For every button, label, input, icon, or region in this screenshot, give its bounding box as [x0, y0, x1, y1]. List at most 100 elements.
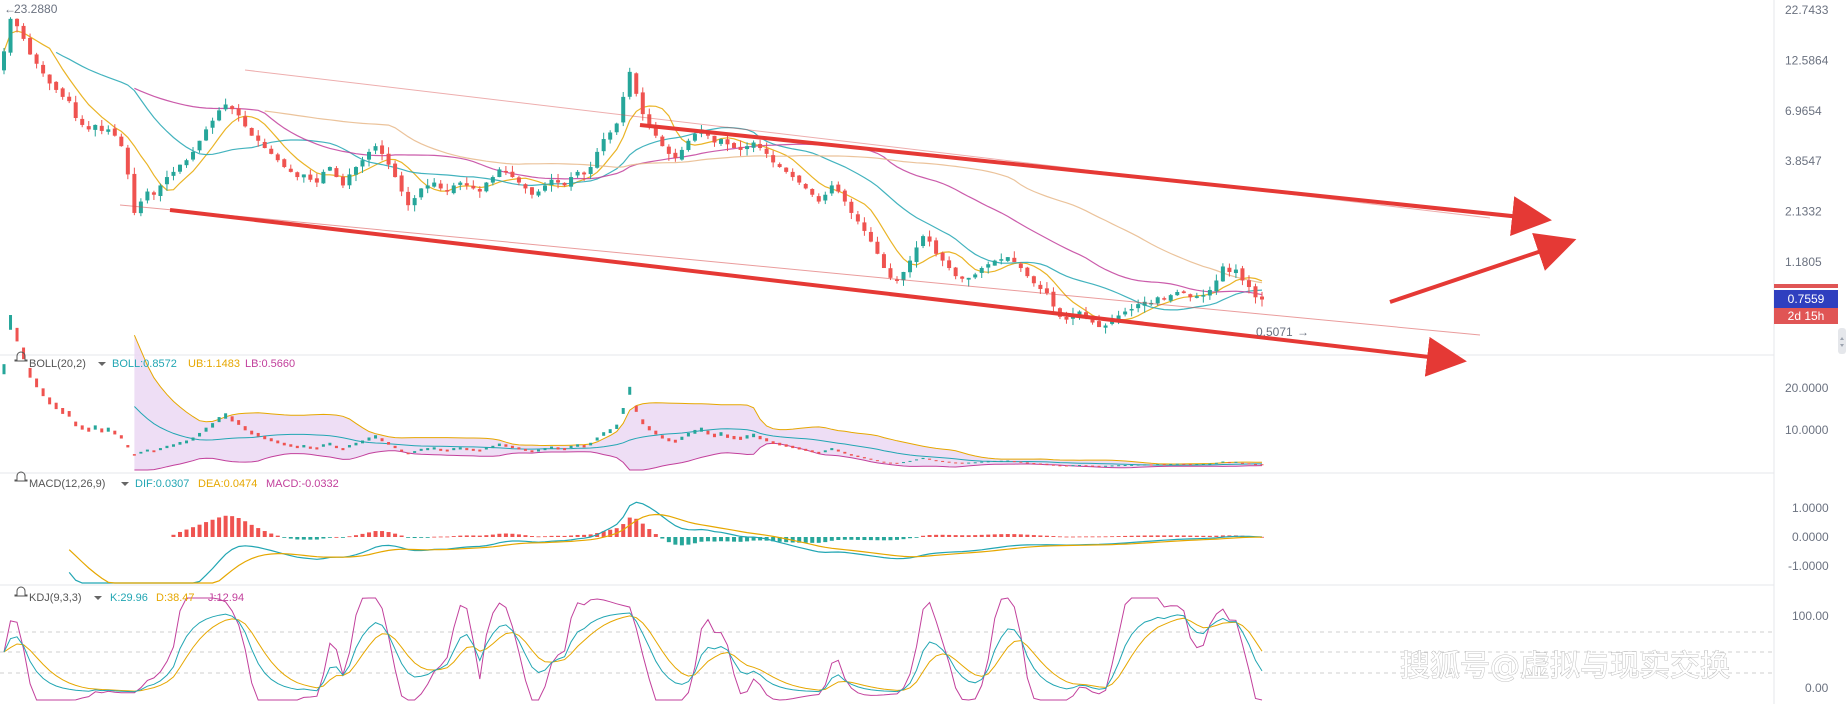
boll-candle [1169, 463, 1173, 465]
boll-candle [941, 460, 945, 462]
macd-histogram-bar [908, 537, 913, 539]
macd-histogram-bar [438, 536, 443, 538]
boll-candle [1136, 464, 1140, 466]
boll-band-fill [134, 335, 1262, 470]
dropdown-arrow-icon[interactable] [121, 482, 129, 486]
macd-histogram-bar [953, 535, 958, 537]
macd-histogram-bar [1214, 535, 1219, 537]
candle-body [973, 274, 978, 278]
macd-axis-tick-0: 0.0000 [1792, 530, 1829, 544]
macd-histogram-bar [464, 535, 469, 537]
boll-candle [563, 448, 567, 451]
candle-body [842, 190, 847, 202]
boll-candle [132, 454, 136, 456]
boll-candle [1110, 465, 1114, 467]
boll-candle [1156, 464, 1160, 466]
boll-candle [439, 448, 443, 451]
boll-candle [204, 427, 208, 432]
boll-candle [374, 435, 378, 439]
candle-body [666, 146, 671, 154]
macd-histogram-bar [171, 534, 176, 537]
dropdown-arrow-icon[interactable] [94, 596, 102, 600]
boll-candle [771, 441, 775, 445]
candle-body [15, 18, 20, 27]
candle-body [1214, 280, 1219, 292]
moving-average-lines [3, 30, 1263, 321]
macd-histogram-bar [1057, 536, 1062, 538]
countdown-badge [1774, 308, 1838, 324]
boll-candle [1234, 461, 1238, 463]
boll-candle [1097, 465, 1101, 467]
boll-candle [198, 432, 202, 437]
macd-histogram-bar [1220, 535, 1225, 537]
macd-histogram-bar [979, 534, 984, 537]
boll-candle [230, 416, 234, 422]
candle-body [249, 127, 254, 136]
candle-body [921, 236, 926, 247]
candle-body [458, 182, 463, 185]
candle-body [1051, 291, 1056, 307]
candle-body [601, 139, 606, 152]
candle-body [210, 120, 215, 128]
macd-histogram-bar [262, 531, 267, 537]
boll-candle [1253, 464, 1257, 466]
boll-candle [126, 445, 130, 448]
boll-candle [432, 447, 436, 450]
boll-candle [849, 454, 853, 456]
kdj-header: KDJ(9,3,3) K:29.96 D:38.47 J:12.94 [14, 586, 244, 604]
candle-body [1012, 257, 1017, 263]
macd-histogram-bar [914, 537, 919, 538]
candle-body [1168, 295, 1173, 301]
candle-body [419, 188, 424, 198]
lower-support-arrow [169, 208, 1467, 377]
boll-candle [9, 315, 13, 330]
macd-histogram-bar [582, 534, 587, 537]
candle-body [575, 171, 580, 176]
macd-histogram-bar [184, 529, 189, 537]
macd-histogram-bar [360, 533, 365, 537]
boll-candle [595, 437, 599, 441]
macd-histogram-bar [745, 537, 750, 542]
candle-body [745, 146, 750, 150]
boll-candle [334, 445, 338, 449]
boll-candle [875, 460, 879, 462]
boll-candle [556, 447, 560, 450]
boll-candle [165, 445, 169, 449]
boll-candle [654, 430, 658, 435]
macd-histogram-bar [758, 537, 763, 541]
boll-value-mid: BOLL:0.8572 [112, 358, 177, 370]
macd-histogram-bar [549, 535, 554, 537]
macd-histogram-bar [921, 535, 926, 537]
boll-candle [87, 427, 91, 432]
candle-body [647, 114, 652, 127]
candle-body [432, 182, 437, 187]
macd-header: MACD(12,26,9) DIF:0.0307 DEA:0.0474 MACD… [14, 471, 339, 490]
boll-candle [921, 457, 925, 460]
macd-histogram-bar [705, 537, 710, 542]
boll-candle [504, 444, 508, 447]
candle-body [1142, 301, 1147, 306]
macd-pane [68, 501, 1264, 584]
macd-histogram-bar [692, 537, 697, 544]
candle-body [8, 18, 13, 53]
candle-body [86, 126, 91, 130]
boll-candle [615, 424, 619, 429]
boll-candle [484, 447, 488, 450]
boll-title: BOLL(20,2) [29, 358, 86, 370]
boll-candle [882, 461, 886, 463]
boll-candle [452, 448, 456, 451]
boll-candle [1032, 463, 1036, 465]
macd-histogram-bar [725, 537, 730, 542]
current-price-value: 0.7559 [1788, 292, 1825, 306]
candle-body [1181, 291, 1186, 294]
candle-body [301, 174, 306, 178]
scrollbar-handle[interactable] [1838, 328, 1846, 354]
macd-histogram-bar [177, 531, 182, 537]
macd-histogram-bar [947, 534, 952, 537]
boll-candle [445, 449, 449, 452]
candle-body [67, 96, 72, 102]
candle-body [823, 194, 828, 201]
boll-candle [100, 428, 104, 433]
boll-candle [426, 448, 430, 451]
dropdown-arrow-icon[interactable] [98, 362, 106, 366]
